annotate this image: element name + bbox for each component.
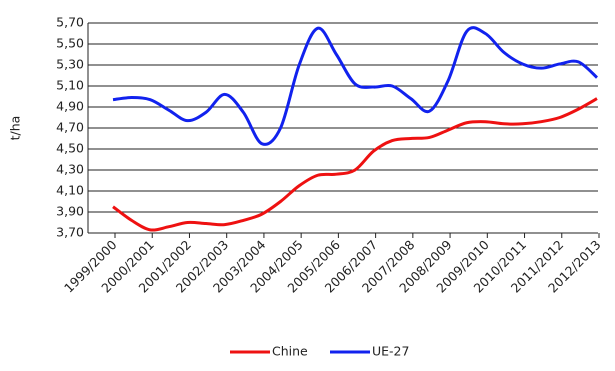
y-tick-label: 3,90 xyxy=(56,204,84,219)
y-tick-label: 5,30 xyxy=(56,57,84,72)
y-tick-label: 5,70 xyxy=(56,15,84,30)
y-tick-label: 4,10 xyxy=(56,183,84,198)
legend-label: Chine xyxy=(272,344,308,359)
y-tick-label: 4,30 xyxy=(56,162,84,177)
y-tick-label: 4,90 xyxy=(56,99,84,114)
y-tick-label: 5,50 xyxy=(56,36,84,51)
series-line xyxy=(112,26,599,146)
y-tick-label: 4,70 xyxy=(56,120,84,135)
y-tick-label: 4,50 xyxy=(56,141,84,156)
legend-label: UE-27 xyxy=(372,344,409,359)
y-tick-label: 3,70 xyxy=(56,225,84,240)
series-line xyxy=(112,97,598,232)
y-tick-label: 5,10 xyxy=(56,78,84,93)
y-axis-label: t/ha xyxy=(8,116,23,141)
